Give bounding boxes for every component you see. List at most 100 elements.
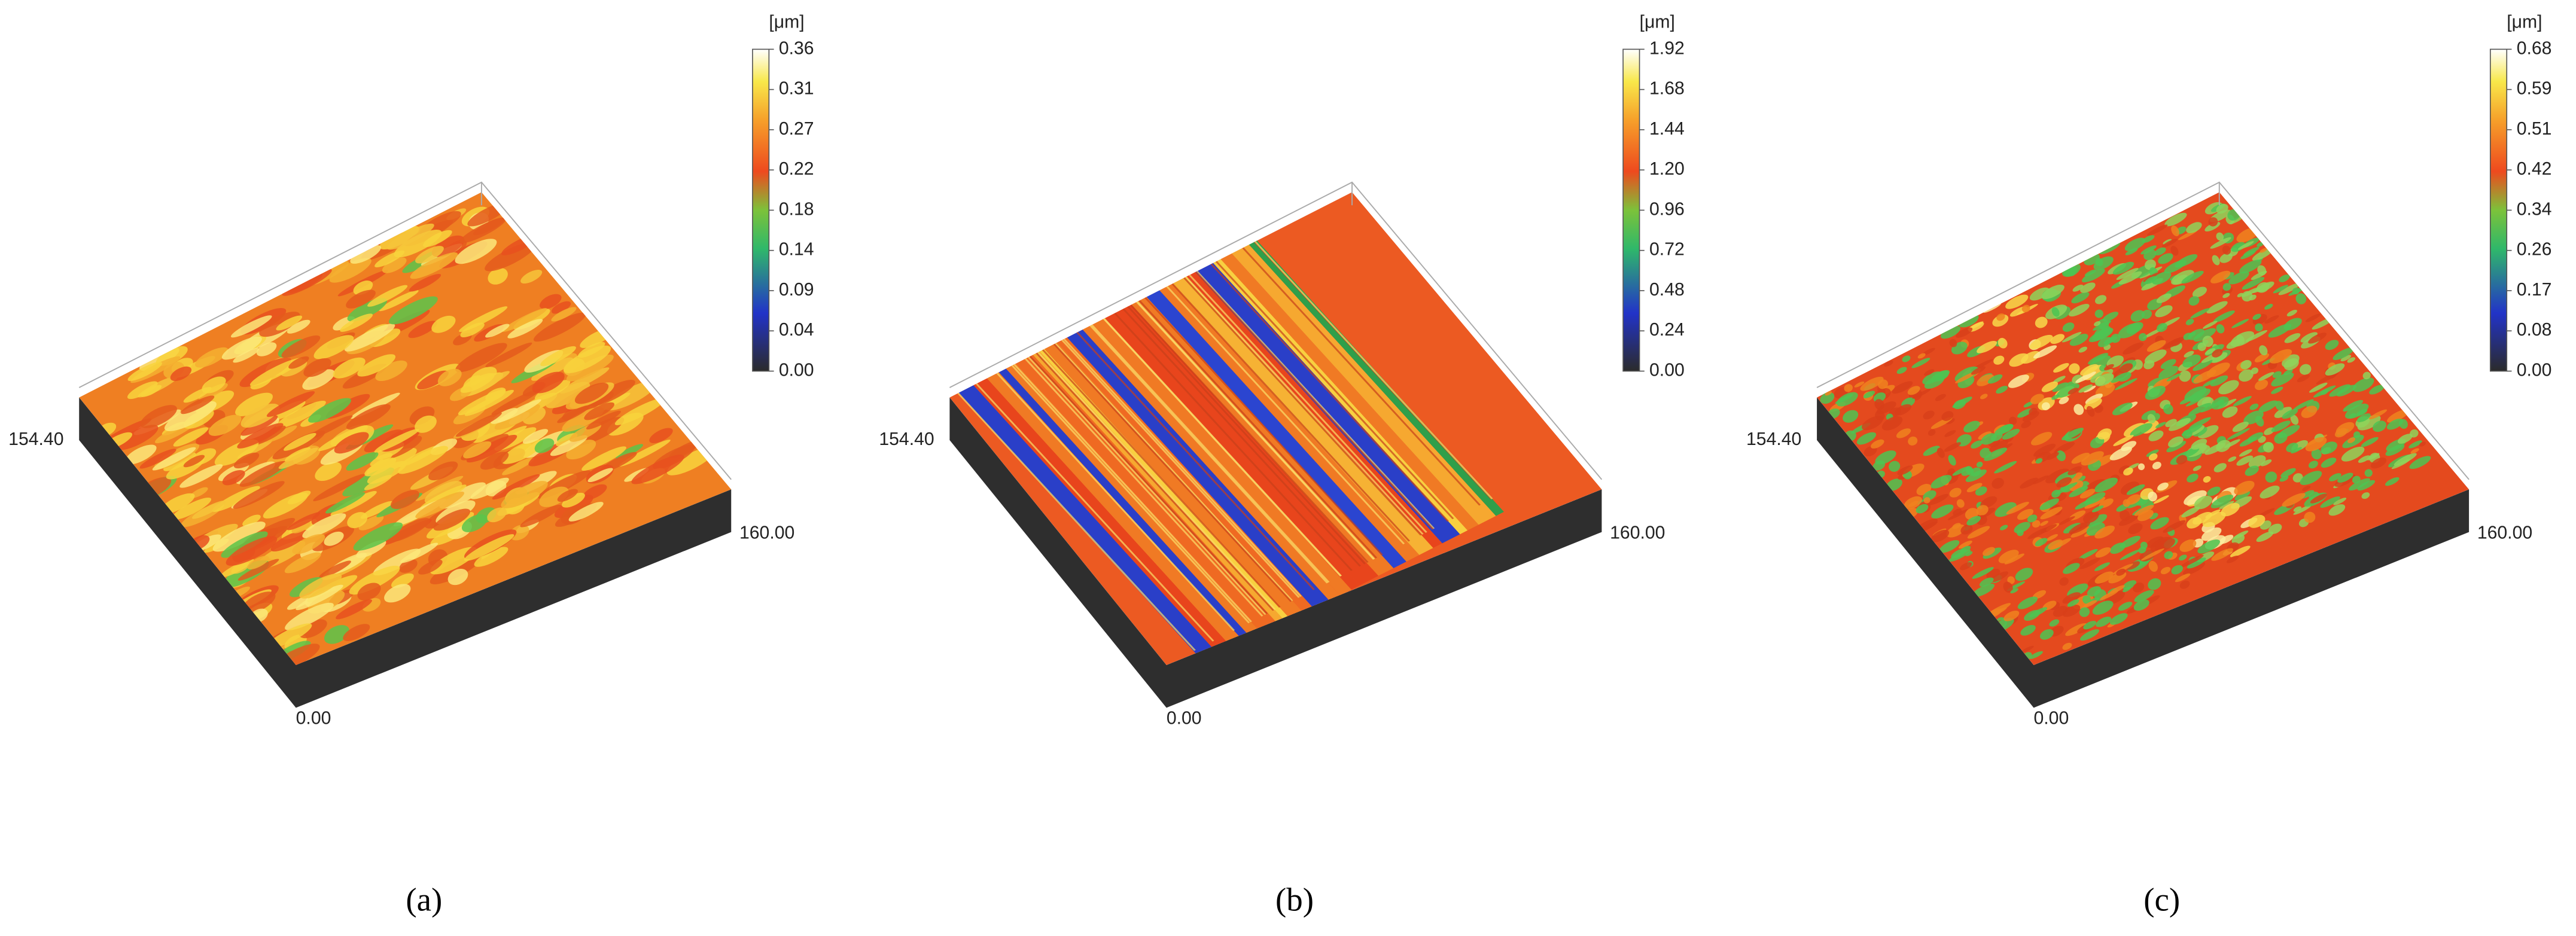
texture bbox=[2142, 235, 2155, 243]
texture bbox=[2231, 242, 2246, 252]
texture bbox=[2325, 340, 2339, 350]
texture bbox=[1982, 547, 1995, 556]
texture bbox=[568, 502, 604, 522]
texture bbox=[1024, 358, 1263, 617]
texture bbox=[1931, 504, 1954, 519]
texture bbox=[2249, 403, 2259, 410]
texture bbox=[485, 242, 537, 272]
texture bbox=[2164, 260, 2187, 274]
texture bbox=[2054, 482, 2078, 495]
texture bbox=[2184, 386, 2207, 401]
texture bbox=[164, 401, 217, 431]
texture bbox=[2182, 447, 2200, 458]
texture bbox=[292, 533, 325, 554]
texture bbox=[2385, 444, 2405, 456]
texture bbox=[2063, 523, 2081, 533]
texture bbox=[2210, 270, 2231, 283]
texture bbox=[460, 373, 495, 393]
texture bbox=[1889, 461, 1901, 472]
texture bbox=[2191, 438, 2207, 450]
texture bbox=[181, 395, 215, 414]
axis-label: 160.00 bbox=[2477, 523, 2532, 542]
texture bbox=[2143, 249, 2157, 260]
texture bbox=[379, 290, 419, 312]
texture bbox=[1929, 493, 1948, 505]
texture bbox=[520, 270, 543, 284]
texture bbox=[2352, 377, 2374, 392]
texture bbox=[566, 354, 614, 382]
texture bbox=[564, 345, 611, 373]
texture bbox=[2138, 546, 2146, 554]
texture bbox=[494, 404, 540, 430]
texture bbox=[2263, 441, 2274, 453]
texture bbox=[1935, 394, 1946, 401]
texture bbox=[2233, 530, 2249, 539]
texture bbox=[533, 312, 586, 342]
texture bbox=[492, 474, 540, 500]
texture bbox=[222, 469, 245, 486]
texture bbox=[2321, 441, 2337, 455]
texture bbox=[2163, 404, 2173, 414]
texture bbox=[975, 383, 1214, 642]
texture bbox=[566, 440, 596, 460]
texture bbox=[319, 560, 351, 578]
texture bbox=[357, 354, 396, 377]
texture bbox=[346, 452, 379, 471]
texture bbox=[353, 522, 403, 551]
texture bbox=[384, 584, 411, 603]
texture bbox=[532, 371, 565, 394]
texture bbox=[220, 559, 254, 578]
texture bbox=[2035, 538, 2048, 547]
texture bbox=[1147, 270, 1420, 562]
texture bbox=[2242, 277, 2265, 290]
panel: 154.40 160.00 0.00 [μm] 0.68 0.59 0.51 0.42 0.34… bbox=[1746, 12, 2551, 917]
texture bbox=[1955, 371, 1977, 383]
texture bbox=[2361, 437, 2379, 447]
texture bbox=[386, 223, 434, 250]
texture bbox=[2320, 496, 2340, 508]
texture bbox=[202, 376, 226, 394]
colorbar-tick-label: 0.04 bbox=[779, 320, 814, 340]
texture bbox=[2094, 309, 2103, 318]
texture bbox=[1122, 308, 1362, 567]
texture bbox=[2005, 294, 2029, 309]
texture bbox=[2186, 222, 2202, 233]
texture bbox=[2336, 385, 2357, 397]
texture bbox=[2367, 453, 2380, 461]
texture bbox=[1863, 391, 1875, 398]
texture bbox=[2035, 316, 2048, 328]
texture bbox=[531, 357, 574, 381]
texture bbox=[2408, 440, 2422, 449]
texture bbox=[1837, 392, 1858, 407]
texture bbox=[2120, 549, 2140, 560]
texture bbox=[2040, 520, 2048, 526]
texture bbox=[1881, 416, 1903, 431]
colorbar-tick-label: 0.09 bbox=[779, 280, 814, 300]
texture bbox=[2116, 568, 2126, 576]
texture bbox=[1215, 261, 1454, 520]
texture bbox=[2181, 424, 2203, 436]
texture bbox=[2286, 443, 2298, 453]
texture bbox=[2171, 565, 2183, 575]
colorbar-tick-label: 0.27 bbox=[779, 119, 814, 139]
texture bbox=[2333, 347, 2354, 360]
caption: (a) bbox=[406, 882, 442, 918]
texture bbox=[2257, 242, 2264, 247]
texture bbox=[2268, 324, 2292, 338]
texture bbox=[284, 432, 316, 451]
texture bbox=[1820, 392, 1835, 404]
texture bbox=[192, 501, 226, 519]
texture bbox=[2164, 212, 2187, 227]
surface bbox=[79, 192, 732, 665]
texture bbox=[2228, 456, 2237, 462]
texture bbox=[2007, 576, 2015, 584]
texture bbox=[2356, 413, 2371, 422]
texture bbox=[2041, 284, 2065, 300]
texture bbox=[1135, 277, 1406, 568]
texture bbox=[2202, 336, 2213, 347]
texture bbox=[1081, 305, 1351, 596]
colorbar bbox=[752, 48, 770, 372]
texture bbox=[1897, 465, 1913, 475]
texture bbox=[2063, 563, 2080, 574]
texture bbox=[275, 400, 326, 429]
